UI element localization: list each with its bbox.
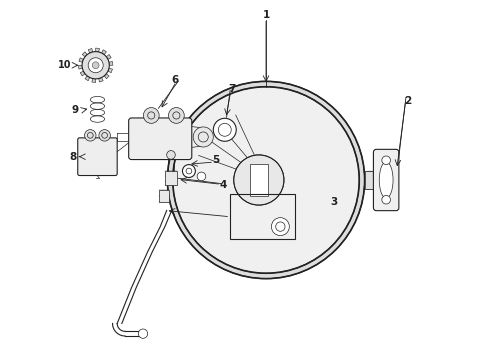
Text: 10: 10 [58, 60, 72, 70]
Circle shape [172, 87, 359, 273]
Polygon shape [99, 77, 103, 82]
Ellipse shape [379, 162, 392, 198]
Bar [165, 171, 176, 185]
Circle shape [213, 118, 236, 141]
Text: 2: 2 [403, 96, 410, 106]
Text: 3: 3 [330, 197, 337, 207]
Circle shape [271, 218, 289, 235]
Circle shape [82, 51, 109, 79]
Bar [364, 171, 375, 189]
Polygon shape [88, 49, 92, 53]
Polygon shape [79, 58, 83, 62]
Circle shape [168, 108, 184, 123]
Circle shape [182, 165, 195, 177]
Polygon shape [106, 54, 111, 59]
Text: 8: 8 [69, 152, 77, 162]
Circle shape [84, 130, 96, 141]
Circle shape [381, 195, 389, 204]
Text: 5: 5 [212, 155, 219, 165]
Polygon shape [78, 65, 82, 69]
Text: 6: 6 [171, 75, 178, 85]
Text: 4: 4 [219, 180, 226, 190]
Polygon shape [109, 62, 113, 65]
Polygon shape [85, 76, 90, 81]
Circle shape [143, 108, 159, 123]
FancyBboxPatch shape [78, 138, 117, 176]
Circle shape [167, 81, 364, 279]
Polygon shape [92, 78, 96, 82]
Bar [249, 164, 267, 196]
Text: 7: 7 [228, 84, 235, 94]
Circle shape [233, 155, 284, 205]
Circle shape [92, 62, 99, 69]
Polygon shape [82, 52, 87, 57]
FancyBboxPatch shape [373, 149, 398, 211]
Circle shape [99, 130, 110, 141]
Polygon shape [80, 71, 85, 76]
FancyBboxPatch shape [128, 118, 191, 159]
Circle shape [166, 150, 175, 159]
Circle shape [197, 172, 205, 181]
Text: 1: 1 [262, 10, 269, 20]
Polygon shape [104, 74, 109, 79]
Circle shape [381, 156, 389, 165]
Circle shape [138, 329, 147, 338]
Text: 9: 9 [72, 105, 79, 115]
Circle shape [193, 127, 213, 147]
Circle shape [88, 58, 103, 73]
Polygon shape [108, 68, 112, 73]
Bar [230, 194, 294, 239]
Polygon shape [102, 50, 106, 55]
Bar [159, 190, 168, 202]
Polygon shape [96, 48, 99, 52]
